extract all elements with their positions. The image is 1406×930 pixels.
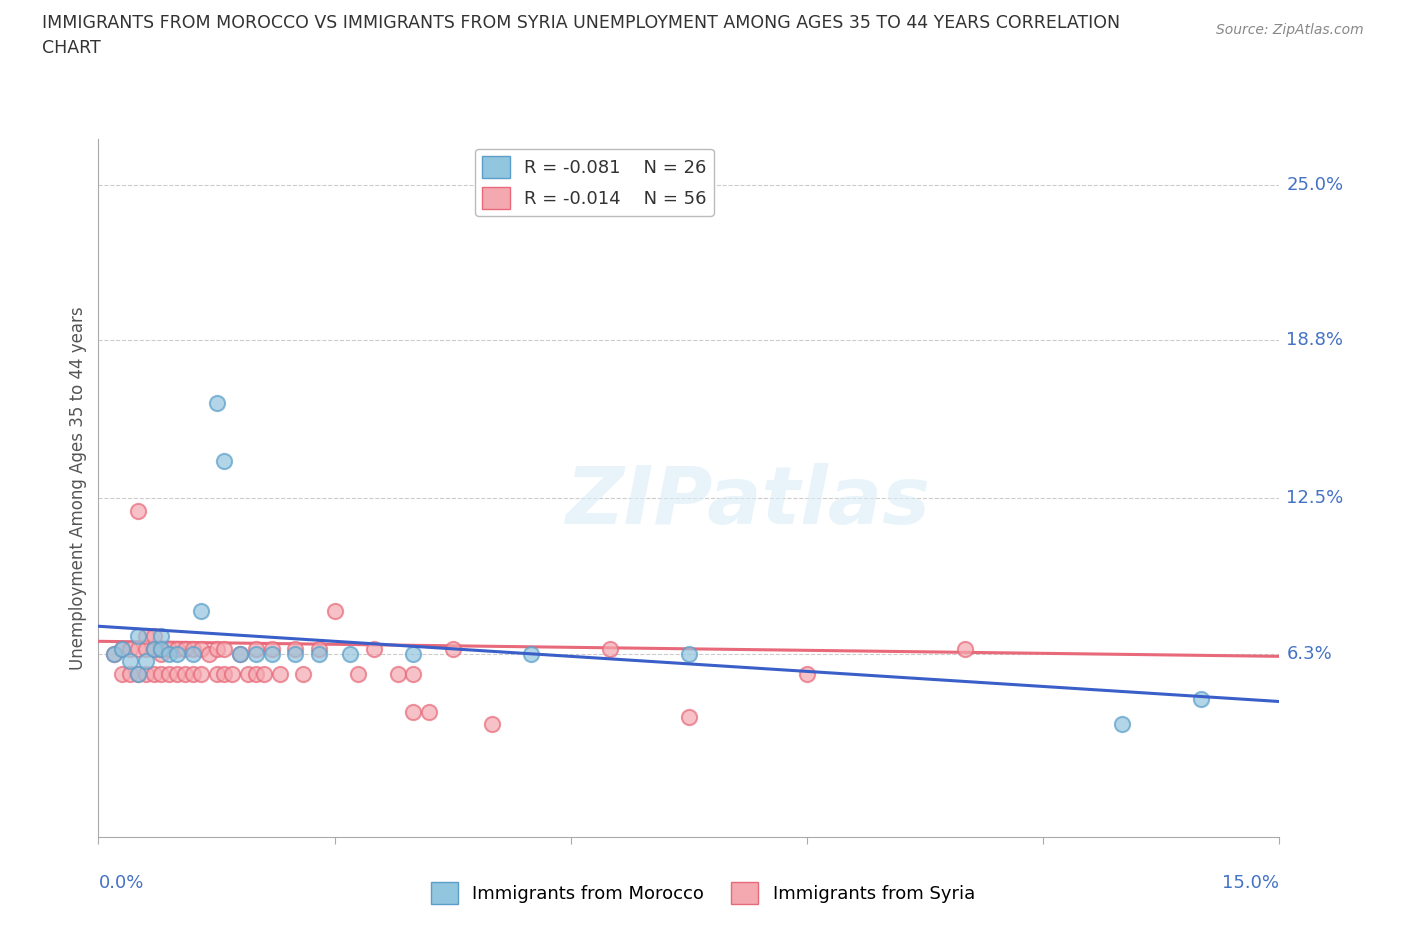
Point (236, 667, 259, 682)
Point (118, 667, 141, 682)
Point (245, 642, 267, 657)
Point (418, 704, 440, 719)
Point (284, 642, 307, 657)
Text: IMMIGRANTS FROM MOROCCO VS IMMIGRANTS FROM SYRIA UNEMPLOYMENT AMONG AGES 35 TO 4: IMMIGRANTS FROM MOROCCO VS IMMIGRANTS FR… (42, 14, 1121, 32)
Point (678, 710, 700, 724)
Point (111, 642, 134, 657)
Point (229, 646, 252, 661)
Point (190, 642, 212, 657)
Point (441, 642, 464, 657)
Point (481, 717, 503, 732)
Point (214, 453, 236, 468)
Point (142, 667, 165, 682)
Point (245, 667, 267, 682)
Point (150, 642, 173, 657)
Point (402, 667, 425, 682)
Point (135, 629, 157, 644)
Point (953, 642, 976, 657)
Point (127, 667, 149, 682)
Point (190, 604, 212, 618)
Point (214, 642, 236, 657)
Point (166, 646, 188, 661)
Point (150, 667, 173, 682)
Point (197, 646, 219, 661)
Point (269, 667, 291, 682)
Point (347, 667, 370, 682)
Point (111, 642, 134, 657)
Point (157, 642, 180, 657)
Point (181, 646, 204, 661)
Point (150, 642, 173, 657)
Point (214, 667, 236, 682)
Point (118, 654, 141, 669)
Point (323, 604, 346, 618)
Point (308, 646, 330, 661)
Point (150, 646, 173, 661)
Point (166, 642, 188, 657)
Point (190, 667, 212, 682)
Point (127, 629, 149, 644)
Point (205, 667, 228, 682)
Point (150, 629, 173, 644)
Legend: R = -0.081    N = 26, R = -0.014    N = 56: R = -0.081 N = 26, R = -0.014 N = 56 (475, 149, 714, 216)
Legend: Immigrants from Morocco, Immigrants from Syria: Immigrants from Morocco, Immigrants from… (423, 875, 983, 911)
Point (127, 642, 149, 657)
Point (1189, 692, 1212, 707)
Point (157, 667, 180, 682)
Point (103, 646, 125, 661)
Point (205, 642, 228, 657)
Text: Source: ZipAtlas.com: Source: ZipAtlas.com (1216, 23, 1364, 37)
Point (387, 667, 409, 682)
Point (205, 395, 228, 410)
Point (363, 642, 385, 657)
Point (174, 667, 197, 682)
Point (599, 642, 621, 657)
Point (181, 642, 204, 657)
Text: 6.3%: 6.3% (1286, 644, 1333, 663)
Point (520, 646, 543, 661)
Point (229, 646, 252, 661)
Text: 25.0%: 25.0% (1286, 176, 1344, 193)
Point (221, 667, 243, 682)
Point (253, 667, 276, 682)
Text: CHART: CHART (42, 39, 101, 57)
Text: ZIPatlas: ZIPatlas (565, 463, 931, 541)
Point (1111, 717, 1133, 732)
Point (308, 642, 330, 657)
Point (174, 642, 197, 657)
Text: 15.0%: 15.0% (1222, 874, 1279, 892)
Point (260, 646, 283, 661)
Point (127, 503, 149, 518)
Point (142, 629, 165, 644)
Point (284, 646, 307, 661)
Point (142, 642, 165, 657)
Point (796, 667, 818, 682)
Point (157, 646, 180, 661)
Point (135, 642, 157, 657)
Point (166, 667, 188, 682)
Point (245, 646, 267, 661)
Y-axis label: Unemployment Among Ages 35 to 44 years: Unemployment Among Ages 35 to 44 years (69, 307, 87, 670)
Point (142, 642, 165, 657)
Text: 18.8%: 18.8% (1286, 331, 1344, 350)
Point (402, 646, 425, 661)
Point (339, 646, 361, 661)
Point (103, 646, 125, 661)
Point (127, 667, 149, 682)
Point (678, 646, 700, 661)
Text: 0.0%: 0.0% (98, 874, 143, 892)
Point (135, 654, 157, 669)
Point (118, 642, 141, 657)
Point (111, 667, 134, 682)
Point (402, 704, 425, 719)
Text: 12.5%: 12.5% (1286, 489, 1344, 507)
Point (292, 667, 315, 682)
Point (260, 642, 283, 657)
Point (181, 667, 204, 682)
Point (135, 667, 157, 682)
